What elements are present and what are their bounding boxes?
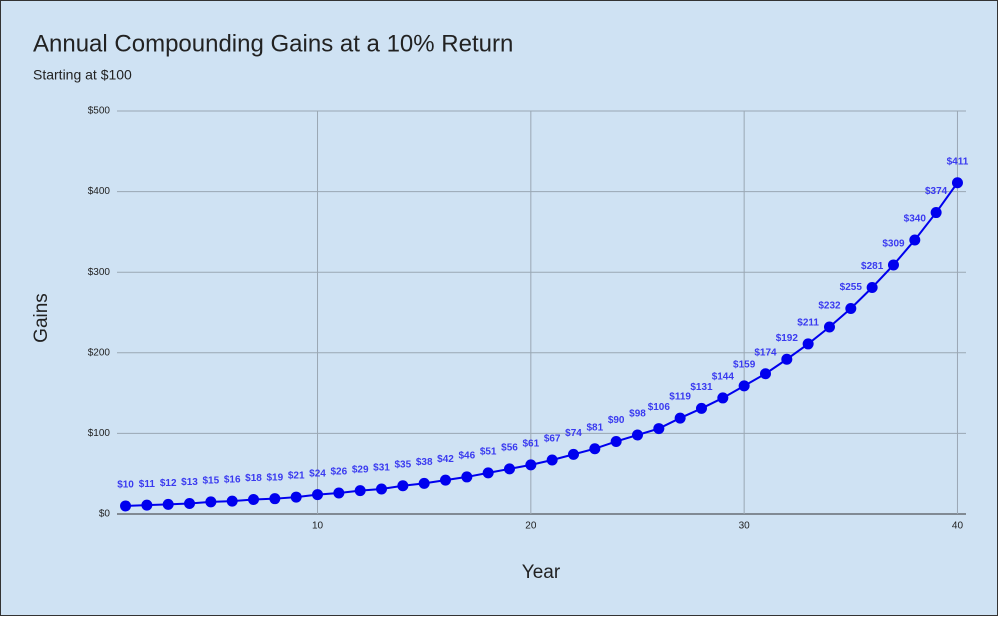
data-label: $374: [925, 186, 948, 197]
data-label: $255: [840, 282, 863, 293]
data-point: [567, 448, 579, 460]
y-tick-label: $0: [99, 509, 111, 520]
data-point: [461, 471, 473, 483]
data-label: $192: [776, 333, 799, 344]
x-tick-label: 40: [952, 521, 964, 532]
data-point: [610, 435, 622, 447]
x-tick-label: 30: [739, 521, 751, 532]
data-label: $15: [203, 476, 220, 487]
data-point: [546, 454, 558, 466]
x-axis-label: Year: [522, 562, 561, 583]
data-point: [354, 485, 366, 497]
x-tick-label: 20: [525, 521, 537, 532]
data-point: [162, 498, 174, 510]
data-label: $74: [565, 428, 582, 439]
data-point: [482, 467, 494, 479]
data-line: [125, 182, 959, 507]
data-point: [930, 207, 942, 219]
y-tick-label: $300: [88, 267, 111, 278]
data-label: $24: [309, 468, 326, 479]
data-point: [823, 321, 835, 333]
data-label: $38: [416, 457, 433, 468]
chart-title: Annual Compounding Gains at a 10% Return: [33, 30, 513, 57]
data-label: $81: [586, 422, 603, 433]
data-label: $29: [352, 464, 369, 475]
data-label: $232: [818, 301, 841, 312]
data-point: [376, 483, 388, 495]
data-label: $98: [629, 409, 646, 420]
data-label: $13: [181, 477, 198, 488]
data-point: [269, 493, 281, 505]
data-point: [781, 353, 793, 365]
data-label: $131: [690, 382, 713, 393]
data-label: $56: [501, 443, 518, 454]
data-label: $340: [904, 214, 927, 225]
data-label: $12: [160, 478, 177, 489]
data-point: [226, 495, 238, 507]
data-label: $21: [288, 471, 305, 482]
data-point: [440, 474, 452, 486]
data-point: [653, 423, 665, 435]
data-label: $42: [437, 454, 454, 465]
data-label: $159: [733, 359, 756, 370]
y-axis-label: Gains: [31, 293, 52, 343]
data-label: $11: [139, 479, 156, 490]
data-point: [695, 402, 707, 414]
data-point: [866, 282, 878, 294]
data-label: $46: [458, 451, 475, 462]
data-label: $61: [522, 438, 539, 449]
data-point: [504, 463, 516, 475]
data-point: [525, 459, 537, 471]
data-label: $10: [117, 480, 134, 491]
data-label: $90: [608, 415, 625, 426]
data-point: [909, 234, 921, 246]
data-label: $18: [245, 473, 262, 484]
chart-subtitle: Starting at $100: [33, 67, 132, 83]
data-point: [184, 498, 196, 510]
data-point: [205, 496, 217, 508]
data-point: [759, 368, 771, 380]
data-label: $31: [373, 463, 390, 474]
data-point: [141, 499, 153, 511]
data-point: [845, 302, 857, 314]
y-tick-label: $200: [88, 347, 111, 358]
y-tick-label: $400: [88, 186, 111, 197]
x-tick-label: 10: [312, 521, 324, 532]
data-point: [418, 477, 430, 489]
data-point: [802, 338, 814, 350]
data-label: $144: [712, 372, 735, 383]
data-point: [248, 493, 260, 505]
data-point: [312, 489, 324, 501]
data-label: $51: [480, 447, 497, 458]
data-label: $411: [947, 156, 969, 167]
data-point: [120, 500, 132, 512]
data-point: [717, 392, 729, 404]
data-label: $309: [882, 239, 905, 250]
data-label: $67: [544, 434, 561, 445]
data-point: [589, 443, 601, 455]
data-label: $211: [797, 318, 819, 329]
data-point: [951, 177, 963, 189]
data-label: $35: [395, 459, 412, 470]
data-label: $16: [224, 475, 241, 486]
data-point: [887, 259, 899, 271]
data-label: $174: [754, 347, 777, 358]
data-label: $26: [331, 467, 348, 478]
data-label: $281: [861, 261, 884, 272]
data-point: [290, 491, 302, 503]
data-label: $106: [648, 402, 671, 413]
data-point: [397, 480, 409, 492]
data-point: [738, 380, 750, 392]
data-label: $19: [267, 472, 284, 483]
y-tick-label: $100: [88, 428, 111, 439]
y-tick-label: $500: [88, 106, 111, 117]
data-point: [674, 412, 686, 424]
data-label: $119: [669, 392, 691, 403]
data-point: [333, 487, 345, 499]
data-point: [631, 429, 643, 441]
